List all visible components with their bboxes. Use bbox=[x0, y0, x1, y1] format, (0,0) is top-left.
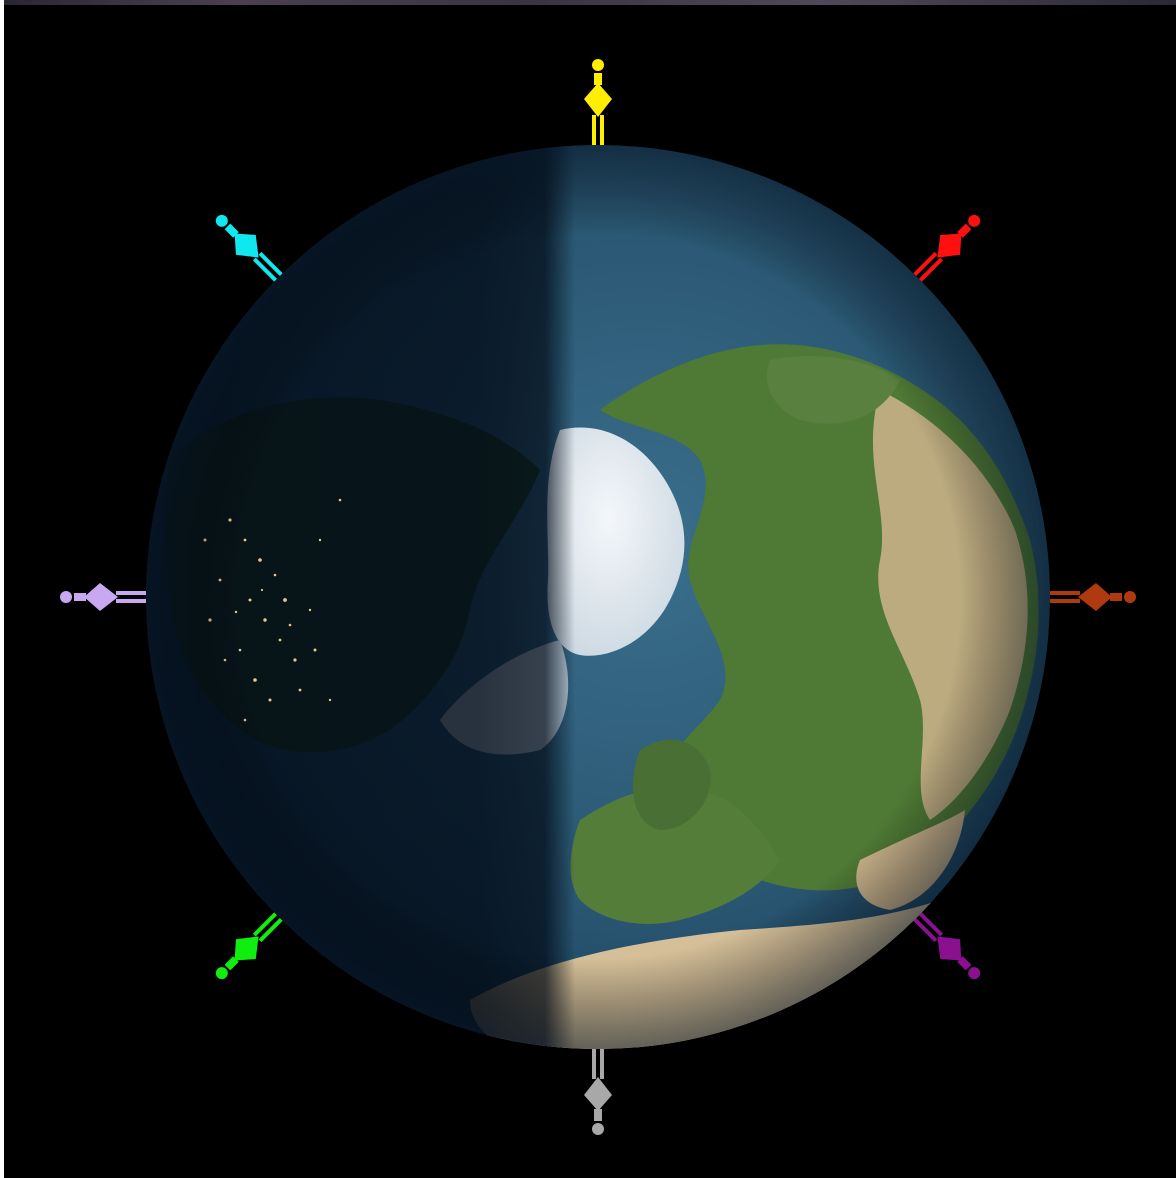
figure-bottom-left bbox=[215, 912, 283, 980]
figure-bottom bbox=[584, 1049, 612, 1135]
figures-ring bbox=[60, 59, 1136, 1135]
figure-top bbox=[584, 59, 612, 145]
figure-top-left bbox=[215, 214, 283, 282]
figure-right bbox=[1050, 583, 1136, 611]
frame-edge bbox=[0, 0, 4, 1178]
figure-top-right bbox=[913, 214, 981, 282]
figure-bottom-right bbox=[913, 912, 981, 980]
top-strip bbox=[0, 0, 1176, 5]
figure-left bbox=[60, 583, 146, 611]
